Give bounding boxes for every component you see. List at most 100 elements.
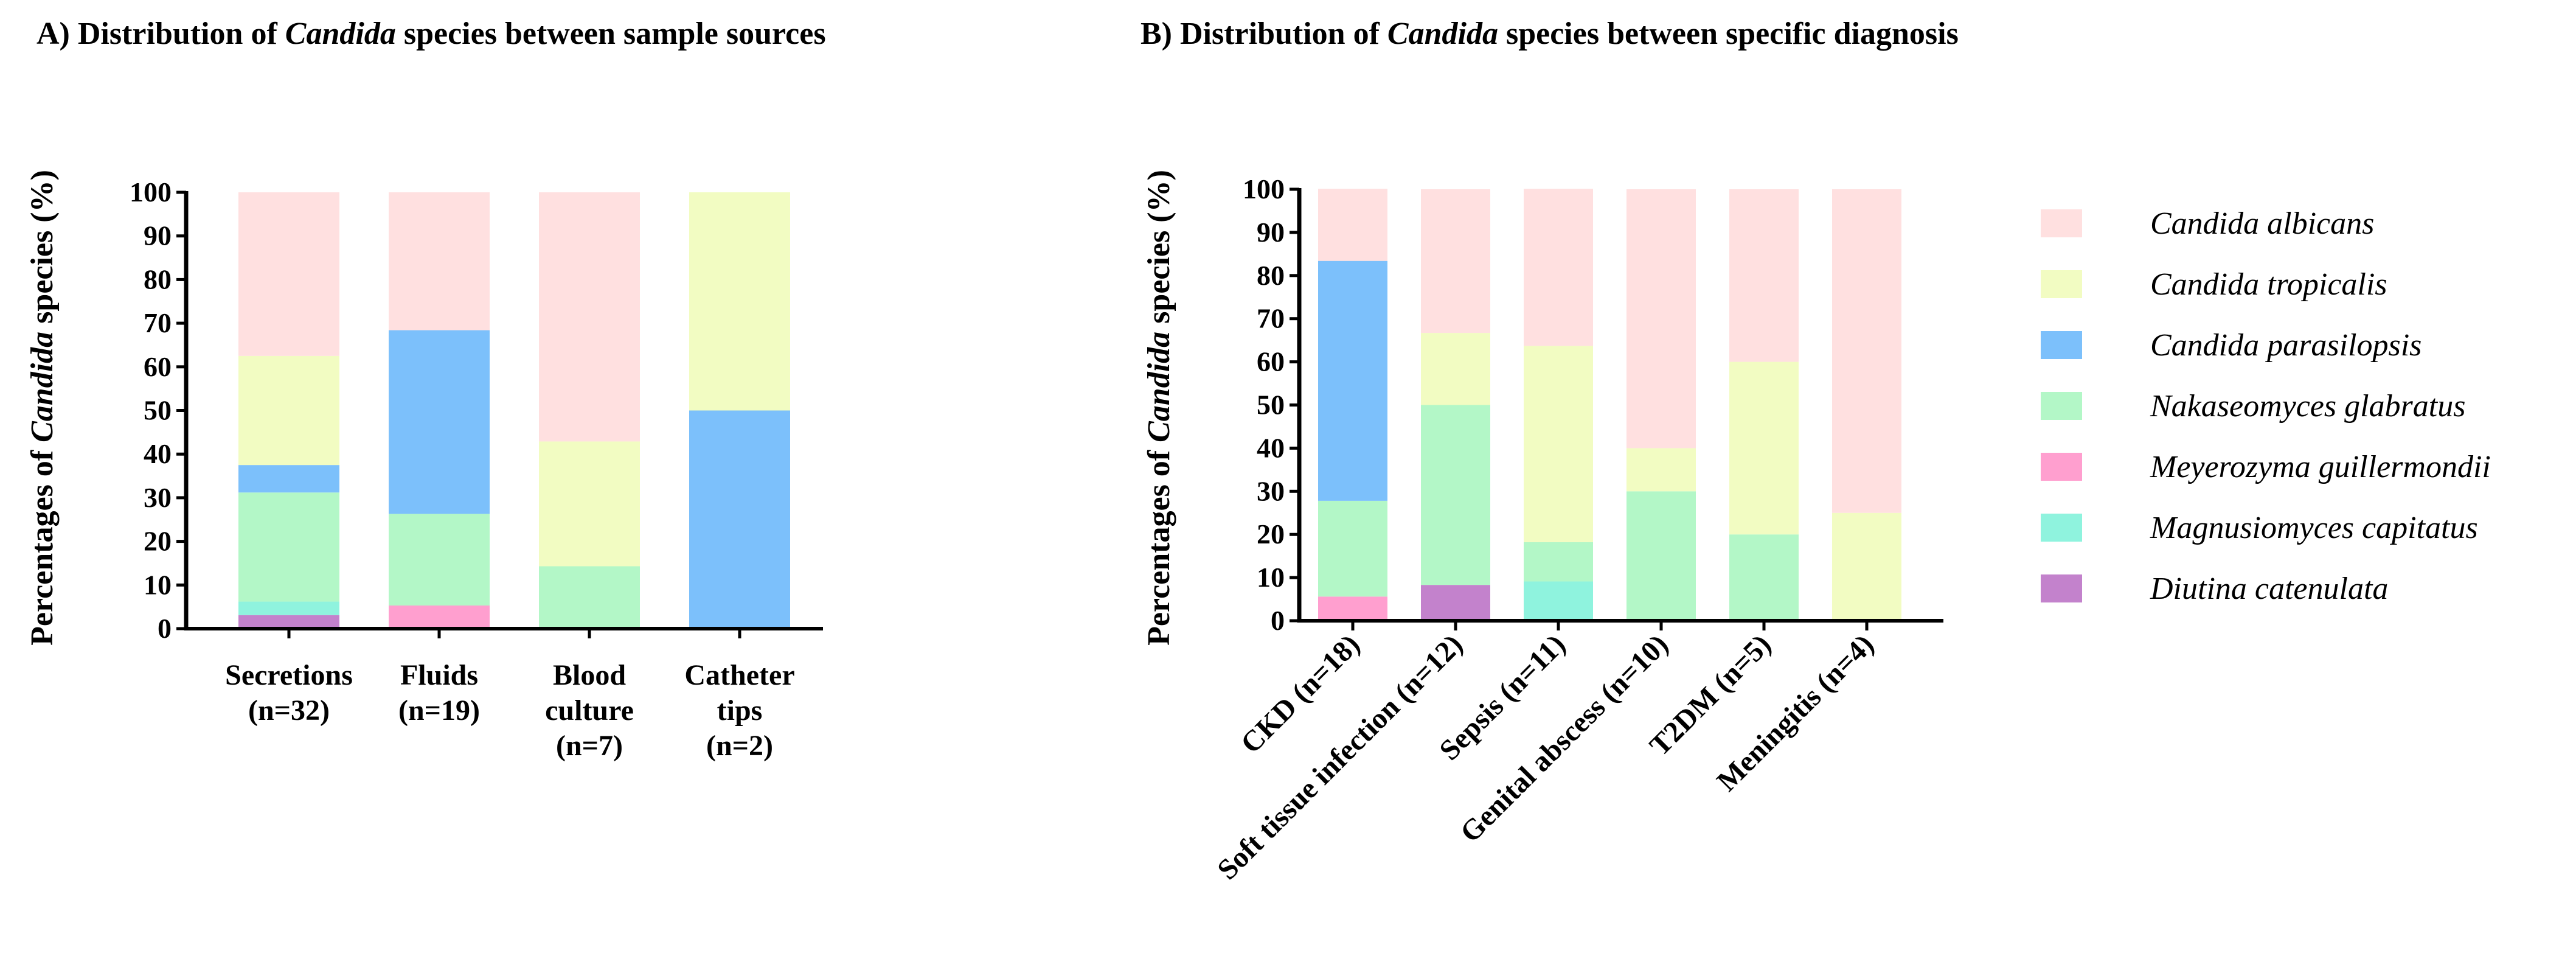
panel-a-bar-3-candida-albicans <box>539 192 640 442</box>
panel-a-xtick-label-3-line-1: Blood <box>553 659 626 691</box>
panel-a-ytick-label-0: 0 <box>158 613 172 644</box>
legend-swatch-candida-parasilopsis <box>2041 331 2082 359</box>
panel-b-bar-1-nakaseomyces-glabratus <box>1318 500 1387 597</box>
panel-b-title: B) Distribution of Candida species betwe… <box>1140 16 1959 51</box>
panel-a-title-suffix: species between sample sources <box>396 16 826 51</box>
panel-b-ytick-label-100: 100 <box>1243 173 1285 204</box>
panel-a-ytick-label-30: 30 <box>144 482 172 513</box>
legend-swatch-candida-albicans <box>2041 209 2082 237</box>
panel-a-title: A) Distribution of Candida species betwe… <box>36 16 826 51</box>
panel-b-bar-2-candida-tropicalis <box>1421 333 1490 405</box>
panel-b-bar-3-magnusiomyces-capitatus <box>1524 581 1593 621</box>
panel-b-bar-4-candida-albicans <box>1626 189 1696 449</box>
panel-b-bar-3-candida-albicans <box>1524 189 1593 346</box>
panel-a-bar-3-candida-tropicalis <box>539 441 640 567</box>
legend: Candida albicans Candida tropicalis Candid… <box>2041 206 2491 606</box>
panel-b-title-suffix: species between specific diagnosis <box>1498 16 1959 51</box>
panel-a-bar-2-candida-albicans <box>389 192 490 330</box>
panel-a-xtick-label-1-line-2: (n=32) <box>248 694 330 727</box>
panel-b-bar-4-nakaseomyces-glabratus <box>1626 491 1696 621</box>
panel-a-xtick-label-2: Fluids (n=19) <box>398 659 480 727</box>
panel-b-ytick-label-80: 80 <box>1257 260 1285 291</box>
panel-a-ytick-label-70: 70 <box>144 307 172 338</box>
panel-a-xtick-label-2-line-1: Fluids <box>400 659 478 691</box>
panel-a-ytick-label-60: 60 <box>144 351 172 382</box>
panel-a-bar-4-candida-tropicalis <box>689 192 790 411</box>
panel-a-ytick-label-40: 40 <box>144 438 172 469</box>
panel-a-ylabel-italic: Candida <box>25 332 60 442</box>
legend-label-candida-albicans: Candida albicans <box>2150 206 2374 241</box>
panel-a-ytick-label-100: 100 <box>130 176 172 208</box>
panel-b-bar-5-candida-albicans <box>1729 189 1799 362</box>
legend-swatch-candida-tropicalis <box>2041 270 2082 298</box>
panel-b-ytick-label-20: 20 <box>1257 518 1285 550</box>
panel-b-bar-6-candida-tropicalis <box>1832 512 1901 621</box>
panel-a-bar-3-nakaseomyces-glabratus <box>539 566 640 629</box>
panel-a-bar-2-nakaseomyces-glabratus <box>389 514 490 606</box>
panel-a-xtick-label-4-line-1: Catheter <box>684 659 794 691</box>
panel-a-bar-1-candida-albicans <box>238 192 339 356</box>
panel-b-xtick-label-4: Genital abscess (n=10) <box>1454 628 1674 848</box>
panel-b-ytick-label-30: 30 <box>1257 475 1285 506</box>
legend-label-nakaseomyces-glabratus: Nakaseomyces glabratus <box>2150 389 2465 424</box>
panel-b-bar-2-diutina-catenulata <box>1421 585 1490 621</box>
panel-a-title-italic: Candida <box>285 16 396 51</box>
panel-b-ytick-label-60: 60 <box>1257 346 1285 377</box>
panel-a-ytick-label-10: 10 <box>144 569 172 600</box>
panel-b-ytick-label-70: 70 <box>1257 303 1285 334</box>
panel-b-title-prefix: B) Distribution of <box>1140 16 1387 51</box>
panel-a-xtick-label-4: Catheter tips (n=2) <box>684 659 794 762</box>
panel-b-bar-1-candida-albicans <box>1318 189 1387 261</box>
legend-swatch-meyerozyma-guillermondii <box>2041 453 2082 481</box>
panel-a-xtick-label-1-line-1: Secretions <box>225 659 353 691</box>
panel-b-ylabel-italic: Candida <box>1142 332 1176 442</box>
panel-b-title-italic: Candida <box>1387 16 1498 51</box>
panel-a-title-prefix: A) Distribution of <box>36 16 285 51</box>
legend-label-diutina-catenulata: Diutina catenulata <box>2150 571 2388 606</box>
panel-b-ylabel: Percentages of Candida species (%) <box>1142 170 1176 646</box>
panel-a-ylabel-prefix: Percentages of <box>25 442 60 646</box>
panel-a-xtick-label-4-line-2: tips <box>717 694 763 727</box>
panel-b-bar-2-candida-albicans <box>1421 189 1490 333</box>
panel-b-bar-5-nakaseomyces-glabratus <box>1729 534 1799 621</box>
panel-a-xtick-label-1: Secretions (n=32) <box>225 659 353 727</box>
panel-a-bar-2-meyerozyma-guillermondii <box>389 605 490 629</box>
panel-a-xtick-label-3: Blood culture (n=7) <box>545 659 634 762</box>
panel-a-xtick-label-2-line-2: (n=19) <box>398 694 480 727</box>
panel-b-bar-4-candida-tropicalis <box>1626 448 1696 492</box>
panel-b-ylabel-suffix: species (%) <box>1142 170 1176 332</box>
panel-a-xtick-label-4-line-3: (n=2) <box>706 730 773 762</box>
panel-a-bar-2-candida-parasilopsis <box>389 330 490 514</box>
panel-a-ytick-label-90: 90 <box>144 220 172 251</box>
panel-a-bar-1-candida-parasilopsis <box>238 465 339 493</box>
panel-b-ytick-label-10: 10 <box>1257 562 1285 593</box>
panel-b-bar-3-candida-tropicalis <box>1524 346 1593 542</box>
legend-label-meyerozyma-guillermondii: Meyerozyma guillermondii <box>2150 450 2491 484</box>
panel-b-bar-1-meyerozyma-guillermondii <box>1318 596 1387 621</box>
legend-label-candida-parasilopsis: Candida parasilopsis <box>2150 328 2422 363</box>
panel-a-bar-4-candida-parasilopsis <box>689 410 790 629</box>
panel-a-bar-1-diutina-catenulata <box>238 615 339 629</box>
panel-b-bar-3-nakaseomyces-glabratus <box>1524 542 1593 582</box>
panel-a-ylabel: Percentages of Candida species (%) <box>25 170 60 646</box>
panel-a-plot: 0 10 20 30 40 50 60 70 80 90 100 Secretions (n=32) Fl… <box>130 176 823 762</box>
panel-a-bar-1-magnusiomyces-capitatus <box>238 601 339 615</box>
panel-b-bar-5-candida-tropicalis <box>1729 361 1799 535</box>
legend-swatch-nakaseomyces-glabratus <box>2041 392 2082 420</box>
panel-a-ylabel-suffix: species (%) <box>25 170 60 332</box>
panel-b-bar-1-candida-parasilopsis <box>1318 260 1387 501</box>
panel-b-ytick-label-50: 50 <box>1257 389 1285 421</box>
legend-label-magnusiomyces-capitatus: Magnusiomyces capitatus <box>2150 511 2478 545</box>
panel-a-bar-1-nakaseomyces-glabratus <box>238 492 339 602</box>
panel-a-xtick-label-3-line-3: (n=7) <box>556 730 623 762</box>
legend-swatch-diutina-catenulata <box>2041 574 2082 602</box>
panel-a-ytick-label-20: 20 <box>144 526 172 557</box>
panel-a-xtick-label-3-line-2: culture <box>545 694 634 727</box>
legend-label-candida-tropicalis: Candida tropicalis <box>2150 267 2387 302</box>
panel-b-bar-2-nakaseomyces-glabratus <box>1421 405 1490 585</box>
panel-b-ytick-label-40: 40 <box>1257 432 1285 463</box>
panel-b-ytick-label-0: 0 <box>1271 605 1285 636</box>
legend-swatch-magnusiomyces-capitatus <box>2041 514 2082 542</box>
